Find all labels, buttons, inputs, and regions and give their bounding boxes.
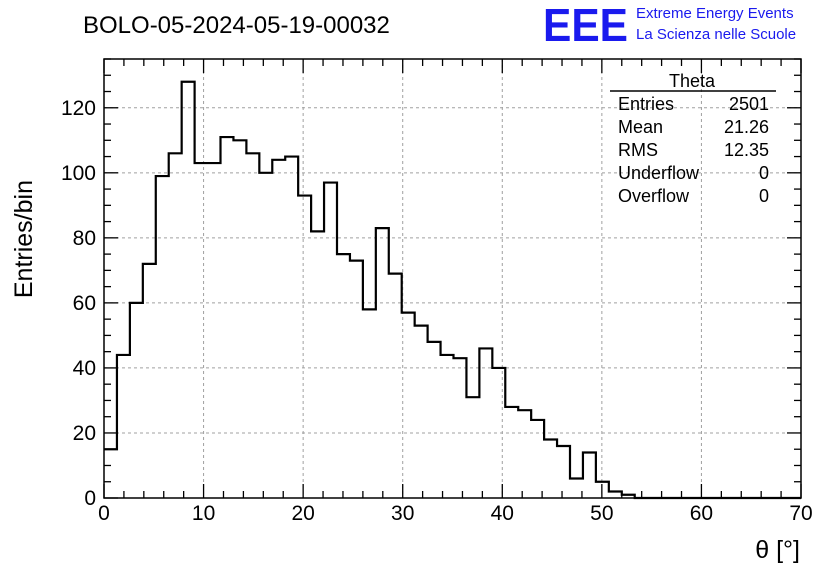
stats-title: Theta xyxy=(669,71,716,91)
x-tick-label: 10 xyxy=(192,502,215,525)
chart-title: BOLO-05-2024-05-19-00032 xyxy=(83,12,390,39)
y-tick-label: 40 xyxy=(73,357,96,380)
stats-label: RMS xyxy=(618,140,658,160)
stats-value: 21.26 xyxy=(724,117,769,137)
stats-value: 0 xyxy=(759,186,769,206)
stats-value: 12.35 xyxy=(724,140,769,160)
stats-label: Overflow xyxy=(618,186,690,206)
x-tick-label: 70 xyxy=(789,502,812,525)
y-tick-label: 60 xyxy=(73,292,96,315)
tick-labels: 0 10 20 30 40 50 60 70 0 20 40 60 80 100 120 xyxy=(61,97,813,525)
logo-line1: Extreme Energy Events xyxy=(636,5,794,22)
x-tick-label: 20 xyxy=(291,502,314,525)
logo-mark: EEE xyxy=(543,0,628,51)
stats-rows: Entries 2501 Mean 21.26 RMS 12.35 Underflow 0 Ov… xyxy=(618,94,769,206)
y-tick-label: 20 xyxy=(73,422,96,445)
stats-value: 0 xyxy=(759,163,769,183)
logo: EEE Extreme Energy Events La Scienza nel… xyxy=(543,0,796,51)
y-tick-label: 120 xyxy=(61,97,96,120)
axis-ticks xyxy=(103,58,802,499)
stats-label: Underflow xyxy=(618,163,700,183)
x-tick-label: 40 xyxy=(491,502,514,525)
x-tick-label: 30 xyxy=(391,502,414,525)
y-tick-label: 100 xyxy=(61,162,96,185)
stats-value: 2501 xyxy=(729,94,769,114)
grid xyxy=(104,59,801,498)
logo-line2: La Scienza nelle Scuole xyxy=(636,26,796,43)
x-tick-label: 0 xyxy=(98,502,110,525)
x-tick-label: 60 xyxy=(690,502,713,525)
y-tick-label: 80 xyxy=(73,227,96,250)
y-axis-label: Entries/bin xyxy=(10,180,38,298)
stats-label: Mean xyxy=(618,117,663,137)
plot-frame xyxy=(103,58,802,499)
stats-box: Theta Entries 2501 Mean 21.26 RMS 12.35 Underf… xyxy=(610,71,776,206)
histogram-line xyxy=(104,80,801,500)
x-tick-label: 50 xyxy=(590,502,613,525)
y-tick-label: 0 xyxy=(84,487,96,510)
x-axis-label: θ [°] xyxy=(755,536,800,564)
stats-label: Entries xyxy=(618,94,674,114)
